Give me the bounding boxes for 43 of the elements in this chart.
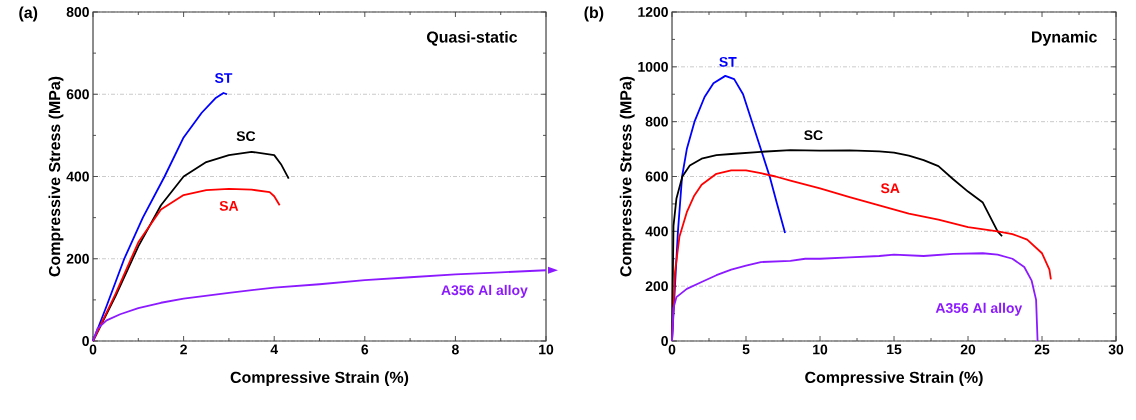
- x-tick-label: 20: [960, 344, 976, 355]
- y-tick-label: 0: [82, 336, 89, 346]
- y-tick-label: 200: [66, 253, 89, 264]
- x-tick-label: 5: [742, 344, 750, 355]
- x-tick-label: 0: [89, 344, 97, 355]
- series-label: SA: [880, 183, 900, 194]
- line-series: [92, 187, 281, 342]
- y-tick-label: 1200: [638, 7, 668, 17]
- x-tick-label: 10: [539, 344, 554, 355]
- y-tick-label: 400: [645, 226, 668, 237]
- y-tick-label: 800: [645, 116, 668, 127]
- y-tick-label: 600: [66, 89, 89, 100]
- x-tick-label: 8: [451, 344, 459, 355]
- series-label: SC: [804, 130, 823, 141]
- y-tick-label: 600: [645, 171, 668, 182]
- x-tick-label: 10: [813, 344, 828, 355]
- x-tick-label: 2: [180, 344, 187, 355]
- y-tick-label: 800: [66, 7, 89, 17]
- annotation: Quasi-static: [426, 30, 518, 46]
- y-tick-label: 200: [645, 281, 668, 292]
- y-tick-label: 400: [66, 171, 89, 182]
- y-axis-title: Compressive Stress (MPa): [48, 76, 64, 277]
- series-label: A356 Al alloy: [441, 284, 528, 298]
- x-tick-label: 6: [361, 344, 369, 355]
- x-tick-label: 15: [887, 344, 902, 355]
- y-axis-title: Compressive Stress (MPa): [619, 76, 635, 277]
- y-tick-label: 0: [661, 336, 668, 346]
- y-tick-label: 1000: [638, 61, 668, 72]
- series-label: SA: [219, 200, 239, 211]
- line-series: [671, 252, 1039, 342]
- series-label: A356 Al alloy: [935, 302, 1023, 316]
- x-axis-title: Compressive Strain (%): [230, 371, 409, 387]
- series-label: ST: [719, 56, 737, 67]
- x-axis-title: Compressive Strain (%): [805, 371, 983, 387]
- text: (a): [19, 6, 38, 22]
- x-tick-label: 30: [1108, 344, 1124, 355]
- text: (b): [584, 6, 604, 22]
- series-label: ST: [214, 73, 233, 83]
- x-tick-label: 25: [1034, 344, 1050, 355]
- annotation: Dynamic: [1032, 30, 1097, 46]
- x-tick-label: 0: [668, 344, 676, 355]
- series-label: SC: [236, 131, 256, 142]
- x-tick-label: 4: [270, 344, 279, 355]
